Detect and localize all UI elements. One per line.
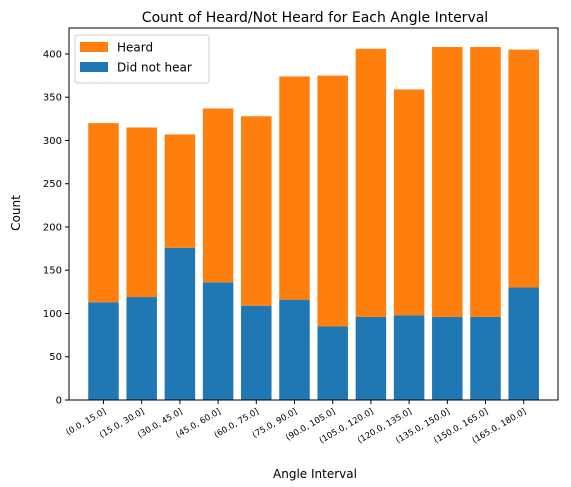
bar-did-not-hear-4 bbox=[241, 305, 272, 400]
y-tick-label: 400 bbox=[43, 49, 62, 60]
bar-heard-0 bbox=[88, 123, 119, 303]
bar-heard-5 bbox=[279, 76, 310, 300]
bar-heard-9 bbox=[432, 47, 463, 317]
bar-did-not-hear-6 bbox=[317, 326, 348, 400]
x-axis-label: Angle Interval bbox=[273, 467, 357, 481]
legend-swatch-heard bbox=[80, 42, 108, 52]
bar-did-not-hear-3 bbox=[202, 282, 234, 400]
bar-did-not-hear-8 bbox=[393, 315, 425, 400]
y-tick-label: 150 bbox=[43, 266, 62, 277]
legend-frame bbox=[74, 34, 210, 84]
bars-group bbox=[88, 47, 539, 400]
bar-heard-8 bbox=[393, 89, 425, 316]
bar-heard-4 bbox=[241, 116, 272, 306]
bar-heard-2 bbox=[164, 134, 196, 248]
bar-heard-6 bbox=[317, 75, 348, 327]
legend-label-heard: Heard bbox=[117, 41, 153, 55]
bar-did-not-hear-9 bbox=[432, 316, 463, 400]
legend-label-did-not-hear: Did not hear bbox=[117, 61, 192, 75]
bar-heard-10 bbox=[470, 47, 501, 317]
bar-heard-1 bbox=[126, 127, 157, 298]
plot-frame bbox=[68, 27, 559, 401]
y-axis-label: Count bbox=[9, 195, 23, 231]
bar-did-not-hear-2 bbox=[164, 247, 196, 400]
y-tick-label: 50 bbox=[49, 352, 62, 363]
bar-did-not-hear-7 bbox=[355, 316, 387, 400]
bar-did-not-hear-11 bbox=[508, 287, 539, 400]
legend-swatch-did-not-hear bbox=[80, 62, 108, 72]
bar-did-not-hear-5 bbox=[279, 299, 310, 400]
bar-heard-3 bbox=[202, 108, 234, 283]
bar-did-not-hear-10 bbox=[470, 316, 501, 400]
bar-heard-7 bbox=[355, 48, 387, 317]
bar-did-not-hear-0 bbox=[88, 302, 119, 400]
chart-title: Count of Heard/Not Heard for Each Angle … bbox=[142, 10, 488, 26]
y-tick-label: 250 bbox=[43, 179, 62, 190]
y-ticks-group: 0 50 100 150 200 250 300 350 400 bbox=[43, 49, 69, 407]
y-tick-label: 350 bbox=[43, 93, 62, 104]
x-ticks-group: (0.0, 15.0](15.0, 30.0](30.0, 45.0](45.0… bbox=[64, 400, 528, 446]
y-tick-label: 100 bbox=[43, 309, 62, 320]
bar-did-not-hear-1 bbox=[126, 297, 157, 400]
legend: Heard Did not hear bbox=[74, 34, 210, 84]
y-tick-label: 200 bbox=[43, 222, 62, 233]
y-tick-label: 0 bbox=[56, 396, 62, 407]
bar-heard-11 bbox=[508, 49, 539, 288]
y-tick-label: 300 bbox=[43, 136, 62, 147]
